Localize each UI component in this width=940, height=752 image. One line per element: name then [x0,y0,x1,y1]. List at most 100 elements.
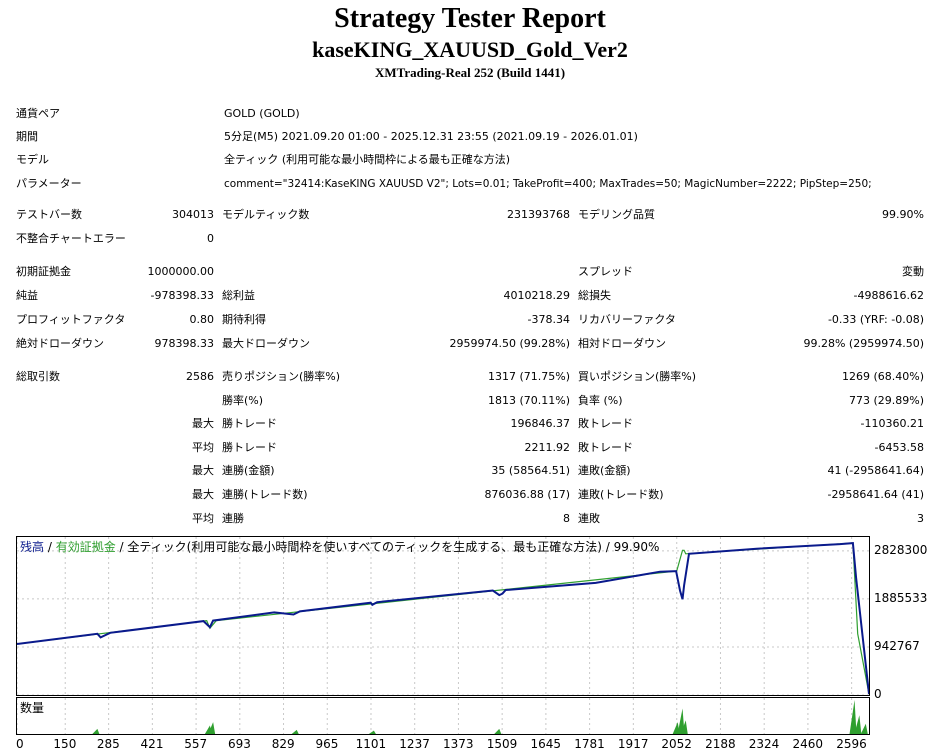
winrate-label: 勝率(%) [222,394,264,407]
expected-value: -378.34 [527,313,570,326]
ticks-label: モデルティック数 [222,208,310,221]
rel-dd-value: 99.28% (2959974.50) [803,337,924,350]
pf-value: 0.80 [189,313,215,326]
long-value: 1269 (68.40%) [841,370,924,383]
avg-consec-win-value: 8 [563,512,570,525]
ea-name: kaseKING_XAUUSD_Gold_Ver2 [312,37,628,62]
lossrate-value: 773 (29.89%) [848,394,924,407]
spread-label: スプレッド [578,265,633,278]
legend-sep: / [44,540,56,554]
volume-spike-2 [208,722,216,734]
lossrate-label: 負率 (%) [578,394,623,407]
ticks-value: 231393768 [507,208,570,221]
quality-value: 99.90% [882,208,924,221]
avg-consec-loss-label: 連敗 [578,512,600,525]
spread-value: 変動 [902,265,924,278]
consec-win-money-value: 35 (58564.51) [491,464,570,477]
params-label: パラメーター [16,177,82,190]
net-label: 純益 [16,289,38,302]
consec-loss-trades-value: -2958641.64 (41) [827,488,924,501]
y-tick-label-3: 0 [874,687,882,701]
rel-dd-label: 相対ドローダウン [578,337,666,350]
x-tick-label-17: 2324 [748,737,780,751]
volume-spike-10 [854,715,862,734]
short-value: 1317 (71.75%) [487,370,570,383]
legend-balance: 残高 [20,540,45,554]
symbol-value: GOLD (GOLD) [224,107,300,120]
x-tick-label-18: 2460 [792,737,824,751]
volume-spike-5 [494,728,502,734]
gross-loss-label: 総損失 [578,289,611,302]
abs-dd-value: 978398.33 [154,337,215,350]
server-name: XMTrading-Real 252 (Build 1441) [374,65,566,80]
x-tick-label-5: 693 [228,737,251,751]
legend-equity: 有効証拠金 [55,540,116,554]
report-title: Strategy Tester Report [334,3,606,34]
volume-spike-4 [368,730,376,734]
trades-value: 2586 [186,370,214,383]
x-tick-label-11: 1509 [486,737,518,751]
x-tick-label-0: 0 [16,737,24,751]
volume-spike-7 [677,708,685,734]
volume-label: 数量 [20,701,45,715]
legend-description: / 全ティック(利用可能な最小時間枠を使いすべてのティックを生成する、最も正確な… [115,540,660,554]
avg-consec-label: 平均 [192,512,214,525]
x-tick-label-7: 965 [315,737,339,751]
max-dd-value: 2959974.50 (99.28%) [449,337,570,350]
avg-loss-label: 敗トレード [578,441,633,454]
mismatch-value: 0 [207,232,214,245]
pf-label: プロフィットファクタ [16,313,126,326]
balance-line [17,542,869,695]
y-tick-label-1: 1885533 [874,590,928,605]
abs-dd-label: 絶対ドローダウン [16,337,104,350]
mismatch-label: 不整合チャートエラー [16,232,126,245]
net-value: -978398.33 [150,289,214,302]
x-tick-label-14: 1917 [617,737,649,751]
largest-label: 最大 [192,417,214,430]
x-tick-label-9: 1237 [399,737,430,751]
x-tick-label-3: 421 [140,737,164,751]
x-tick-label-10: 1373 [443,737,474,751]
consec-win-trades-label: 連勝(トレード数) [222,488,308,501]
volume-spike-11 [860,723,868,734]
largest-win-value: 196846.37 [510,417,571,430]
recovery-label: リカバリーファクタ [578,313,676,326]
largest-win-label: 勝トレード [222,417,277,430]
long-label: 買いポジション(勝率%) [578,370,697,383]
volume-spike-8 [680,720,688,734]
equity-line [17,542,869,695]
quality-label: モデリング品質 [578,208,655,221]
volume-spike-6 [672,722,680,734]
avg-loss-value: -6453.58 [874,441,924,454]
recovery-value: -0.33 (YRF: -0.08) [827,313,924,326]
avg-win-label: 勝トレード [222,441,277,454]
x-tick-label-16: 2188 [705,737,736,751]
avg-consec-win-label: 連勝 [222,512,244,525]
model-label: モデル [16,153,49,166]
x-tick-label-4: 557 [184,737,208,751]
gross-profit-label: 総利益 [222,289,255,302]
volume-spike-3 [291,729,299,734]
x-tick-label-8: 1101 [355,737,387,751]
gross-loss-value: -4988616.62 [853,289,924,302]
consec-loss-money-label: 連敗(金額) [578,464,631,477]
x-tick-label-2: 285 [96,737,120,751]
x-tick-label-1: 150 [53,737,77,751]
bars-value: 304013 [172,208,214,221]
x-tick-label-12: 1645 [530,737,562,751]
avg-consec-loss-value: 3 [917,512,924,525]
trades-label: 総取引数 [16,370,60,383]
max-consec-label: 最大 [192,464,214,477]
avg-win-value: 2211.92 [524,441,571,454]
period-label: 期間 [16,130,38,143]
consec-loss-trades-label: 連敗(トレード数) [578,488,664,501]
short-label: 売りポジション(勝率%) [222,370,341,383]
largest-loss-value: -110360.21 [860,417,924,430]
y-tick-label-0: 2828300 [874,542,928,557]
gross-profit-value: 4010218.29 [503,289,570,302]
consec-loss-money-value: 41 (-2958641.64) [827,464,924,477]
deposit-value: 1000000.00 [147,265,214,278]
winrate-value: 1813 (70.11%) [487,394,570,407]
volume-spike-0 [92,728,100,734]
bars-label: テストバー数 [16,208,82,221]
